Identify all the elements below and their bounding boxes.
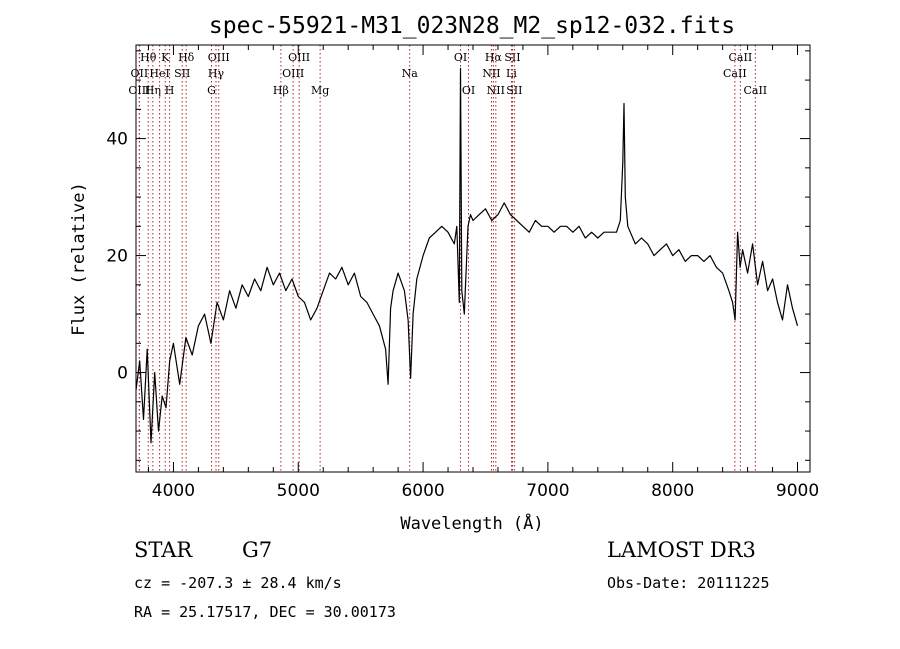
y-axis-label: Flux (relative) (69, 182, 89, 336)
y-tick-label: 0 (117, 364, 128, 384)
line-label: SII (504, 51, 520, 64)
y-tick-label: 40 (106, 130, 128, 150)
x-tick-label: 7000 (526, 481, 569, 501)
series-layer (135, 67, 799, 444)
object-class: STAR (134, 538, 193, 562)
line-label: CaII (723, 67, 747, 80)
line-label: Hθ (140, 51, 157, 64)
object-subclass: G7 (242, 538, 273, 562)
line-label: SII (506, 84, 522, 97)
x-tick-label: 5000 (277, 481, 320, 501)
x-tick-label: 4000 (152, 481, 195, 501)
axis-ticks: 4000 5000 6000 7000 8000 9000 0 20 40 (106, 45, 819, 501)
line-label: Hα (485, 51, 503, 64)
line-label: SII (174, 67, 190, 80)
x-tick-label: 8000 (651, 481, 694, 501)
plot-frame (135, 44, 811, 473)
line-label: K (161, 51, 170, 64)
line-label: Mg (311, 84, 329, 97)
line-label: Hη (145, 84, 161, 97)
line-label: Hγ (208, 67, 225, 80)
line-label: OI (454, 51, 467, 64)
line-label: Hδ (178, 51, 195, 64)
x-tick-label: 9000 (776, 481, 819, 501)
survey-name: LAMOST DR3 (607, 538, 756, 562)
line-label: OIII (208, 51, 230, 64)
line-label: Li (506, 67, 517, 80)
line-label: NII (487, 84, 505, 97)
line-label: HeI (149, 67, 169, 80)
spectrum-line (135, 67, 799, 444)
line-label: G (207, 84, 216, 97)
line-label: CaII (743, 84, 767, 97)
line-label: OIII (288, 51, 310, 64)
redshift-cz: cz = -207.3 ± 28.4 km/s (134, 574, 342, 592)
line-label: NII (482, 67, 500, 80)
line-label: OIII (282, 67, 304, 80)
line-label: Na (402, 67, 419, 80)
x-axis-label: Wavelength (Å) (400, 512, 543, 534)
coordinates: RA = 25.17517, DEC = 30.00173 (134, 603, 396, 621)
y-tick-label: 20 (106, 247, 128, 267)
line-label: H (165, 84, 175, 97)
obs-date: Obs-Date: 20111225 (607, 574, 770, 592)
chart-title: spec-55921-M31_023N28_M2_sp12-032.fits (209, 13, 735, 39)
line-label: Hβ (273, 84, 289, 97)
x-tick-label: 6000 (401, 481, 444, 501)
line-label: OI (462, 84, 475, 97)
line-label: OIII (128, 84, 150, 97)
line-label: CaII (729, 51, 753, 64)
